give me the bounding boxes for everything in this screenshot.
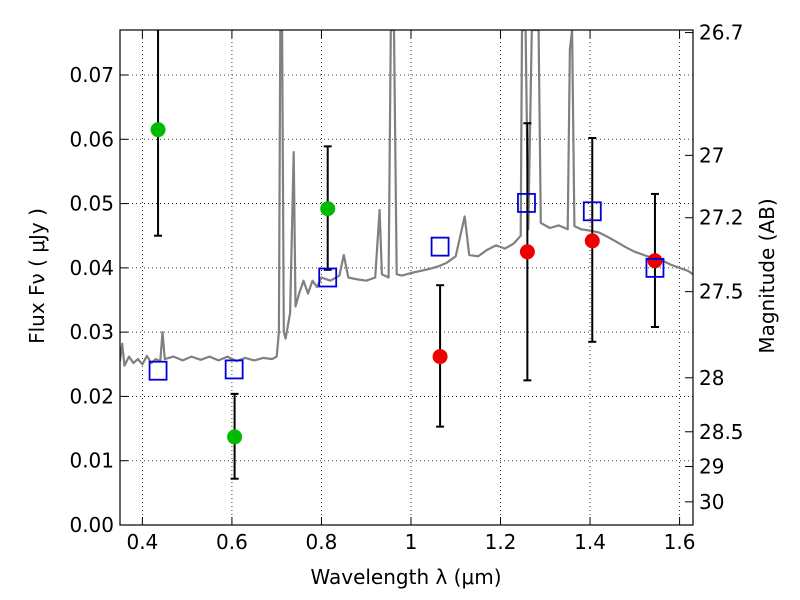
y2-tick-label: 30 [699,490,724,514]
x-tick-label: 0.6 [216,530,248,554]
square-marker [430,236,450,257]
y-tick-label: 0.07 [69,63,114,87]
x-tick-label: 1.4 [574,530,606,554]
square-marker [224,359,244,380]
square-marker [148,360,168,381]
square-marker [517,193,536,213]
spectrum-series [120,30,693,367]
y-axis-title: Flux Fν ( μJy ) [25,208,49,344]
x-tick-label: 0.8 [306,530,338,554]
data-markers [148,122,665,445]
green-circle-marker [150,122,166,138]
y2-tick-label: 28 [699,366,724,390]
red-circle-marker [432,349,448,365]
y2-tick-label: 26.7 [699,21,744,45]
plot-frame [119,29,694,526]
y-tick-label: 0.02 [69,384,114,408]
x-axis-title: Wavelength λ (μm) [310,565,501,589]
square-marker [318,267,338,288]
tick-labels: 0.4 0.6 0.8 1 1.2 1.4 1.6 0.00 0.01 0.02 0.03 0.04 0… [69,21,743,554]
y-tick-label: 0.05 [69,192,114,216]
error-bars [154,30,659,480]
square-marker [582,201,602,222]
red-circle-marker [519,244,535,260]
x-tick-label: 0.4 [126,530,158,554]
axis-ticks [120,30,693,526]
y-tick-label: 0.04 [69,256,114,280]
y2-tick-label: 27.2 [699,206,744,230]
red-circle-marker [584,233,600,249]
y2-tick-label: 28.5 [699,420,744,444]
y-tick-label: 0.03 [69,320,114,344]
y2-tick-label: 27.5 [699,280,744,304]
y2-axis-title: Magnitude (AB) [755,198,779,353]
y2-tick-label: 29 [699,455,724,479]
red-circle-marker [647,253,663,269]
grid-lines [120,30,693,526]
square-marker [645,257,665,278]
y-tick-label: 0.06 [69,127,114,151]
spectrum-line [120,30,693,367]
x-tick-label: 1 [405,530,418,554]
y-tick-label: 0.01 [69,449,114,473]
green-circle-marker [320,201,336,217]
y2-tick-label: 27 [699,143,724,167]
x-tick-label: 1.2 [485,530,517,554]
x-tick-label: 1.6 [664,530,696,554]
green-circle-marker [227,429,243,445]
y-tick-label: 0.00 [69,513,114,537]
